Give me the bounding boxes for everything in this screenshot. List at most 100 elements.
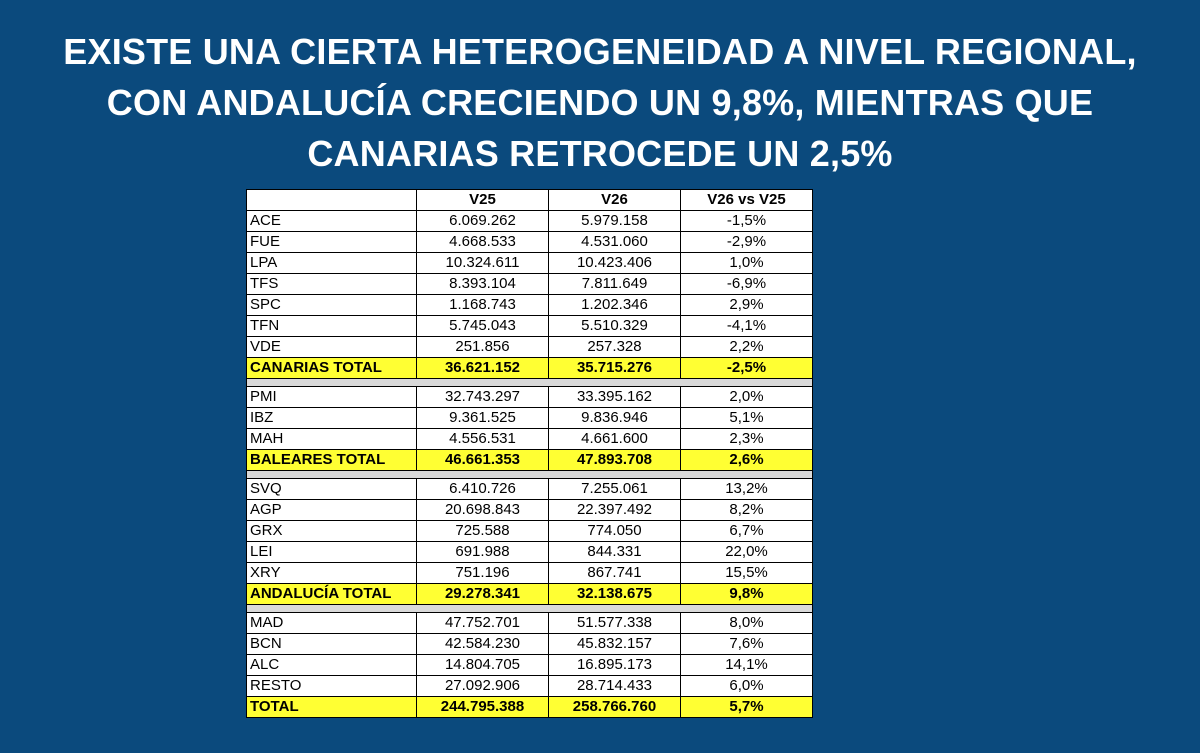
airport-cell: TFN	[246, 315, 417, 337]
v25-cell: 251.856	[416, 336, 549, 358]
table-header-row: V25 V26 V26 vs V25	[246, 189, 813, 211]
v25-cell: 9.361.525	[416, 407, 549, 429]
airport-cell: CANARIAS TOTAL	[246, 357, 417, 379]
v26-cell: 5.510.329	[548, 315, 681, 337]
v26-cell: 33.395.162	[548, 386, 681, 408]
slide-title-line-2: CON ANDALUCÍA CRECIENDO UN 9,8%, MIENTRA…	[106, 82, 1094, 123]
table-row: LPA 10.324.611 10.423.406 1,0%	[246, 252, 813, 274]
table-row: VDE 251.856 257.328 2,2%	[246, 336, 813, 358]
table-total-row: TOTAL 244.795.388 258.766.760 5,7%	[246, 696, 813, 718]
airport-cell: AGP	[246, 499, 417, 521]
v26-cell: 7.811.649	[548, 273, 681, 295]
table-total-row: BALEARES TOTAL 46.661.353 47.893.708 2,6%	[246, 449, 813, 471]
table-row: TFN 5.745.043 5.510.329 -4,1%	[246, 315, 813, 337]
v25-cell: 6.410.726	[416, 478, 549, 500]
table-row: SVQ 6.410.726 7.255.061 13,2%	[246, 478, 813, 500]
variation-cell: -4,1%	[680, 315, 813, 337]
spacer-cell	[246, 378, 813, 387]
header-v25: V25	[416, 189, 549, 211]
v26-cell: 844.331	[548, 541, 681, 563]
variation-cell: 2,3%	[680, 428, 813, 450]
v26-cell: 47.893.708	[548, 449, 681, 471]
v25-cell: 8.393.104	[416, 273, 549, 295]
v26-cell: 258.766.760	[548, 696, 681, 718]
table-row: XRY 751.196 867.741 15,5%	[246, 562, 813, 584]
v26-cell: 1.202.346	[548, 294, 681, 316]
variation-cell: -2,5%	[680, 357, 813, 379]
header-airport	[246, 189, 417, 211]
v26-cell: 51.577.338	[548, 612, 681, 634]
table-row: FUE 4.668.533 4.531.060 -2,9%	[246, 231, 813, 253]
airport-cell: SPC	[246, 294, 417, 316]
v25-cell: 4.556.531	[416, 428, 549, 450]
airport-cell: ALC	[246, 654, 417, 676]
table-row: ALC 14.804.705 16.895.173 14,1%	[246, 654, 813, 676]
v25-cell: 32.743.297	[416, 386, 549, 408]
v25-cell: 27.092.906	[416, 675, 549, 697]
table-spacer-row	[246, 604, 813, 613]
spacer-cell	[246, 604, 813, 613]
variation-cell: 2,6%	[680, 449, 813, 471]
v26-cell: 35.715.276	[548, 357, 681, 379]
v25-cell: 6.069.262	[416, 210, 549, 232]
variation-cell: 9,8%	[680, 583, 813, 605]
header-v26: V26	[548, 189, 681, 211]
airport-cell: MAD	[246, 612, 417, 634]
table-row: MAD 47.752.701 51.577.338 8,0%	[246, 612, 813, 634]
v25-cell: 4.668.533	[416, 231, 549, 253]
v26-cell: 9.836.946	[548, 407, 681, 429]
table-row: GRX 725.588 774.050 6,7%	[246, 520, 813, 542]
v25-cell: 36.621.152	[416, 357, 549, 379]
variation-cell: 22,0%	[680, 541, 813, 563]
airport-cell: RESTO	[246, 675, 417, 697]
variation-cell: 2,9%	[680, 294, 813, 316]
v25-cell: 244.795.388	[416, 696, 549, 718]
airport-cell: SVQ	[246, 478, 417, 500]
table-spacer-row	[246, 378, 813, 387]
airport-cell: XRY	[246, 562, 417, 584]
v26-cell: 28.714.433	[548, 675, 681, 697]
airport-cell: GRX	[246, 520, 417, 542]
v26-cell: 10.423.406	[548, 252, 681, 274]
variation-cell: 8,0%	[680, 612, 813, 634]
v25-cell: 691.988	[416, 541, 549, 563]
v25-cell: 751.196	[416, 562, 549, 584]
table-row: AGP 20.698.843 22.397.492 8,2%	[246, 499, 813, 521]
table-row: SPC 1.168.743 1.202.346 2,9%	[246, 294, 813, 316]
variation-cell: -6,9%	[680, 273, 813, 295]
variation-cell: 5,1%	[680, 407, 813, 429]
table-row: BCN 42.584.230 45.832.157 7,6%	[246, 633, 813, 655]
variation-cell: 2,0%	[680, 386, 813, 408]
v26-cell: 774.050	[548, 520, 681, 542]
v26-cell: 32.138.675	[548, 583, 681, 605]
airport-cell: BALEARES TOTAL	[246, 449, 417, 471]
slide-title: EXISTE UNA CIERTA HETEROGENEIDAD A NIVEL…	[20, 26, 1180, 179]
table-row: TFS 8.393.104 7.811.649 -6,9%	[246, 273, 813, 295]
variation-cell: -1,5%	[680, 210, 813, 232]
airport-cell: TFS	[246, 273, 417, 295]
variation-cell: 15,5%	[680, 562, 813, 584]
airport-cell: TOTAL	[246, 696, 417, 718]
variation-cell: 14,1%	[680, 654, 813, 676]
spacer-cell	[246, 470, 813, 479]
v25-cell: 29.278.341	[416, 583, 549, 605]
table-row: LEI 691.988 844.331 22,0%	[246, 541, 813, 563]
passenger-table-container: V25 V26 V26 vs V25 ACE 6.069.262 5.979.158…	[246, 189, 813, 718]
table-row: IBZ 9.361.525 9.836.946 5,1%	[246, 407, 813, 429]
v25-cell: 20.698.843	[416, 499, 549, 521]
table-spacer-row	[246, 470, 813, 479]
table-row: PMI 32.743.297 33.395.162 2,0%	[246, 386, 813, 408]
v26-cell: 4.531.060	[548, 231, 681, 253]
v25-cell: 42.584.230	[416, 633, 549, 655]
airport-cell: LEI	[246, 541, 417, 563]
table-row: MAH 4.556.531 4.661.600 2,3%	[246, 428, 813, 450]
v25-cell: 725.588	[416, 520, 549, 542]
v25-cell: 46.661.353	[416, 449, 549, 471]
airport-cell: MAH	[246, 428, 417, 450]
v25-cell: 10.324.611	[416, 252, 549, 274]
v26-cell: 7.255.061	[548, 478, 681, 500]
airport-cell: LPA	[246, 252, 417, 274]
v26-cell: 5.979.158	[548, 210, 681, 232]
v26-cell: 45.832.157	[548, 633, 681, 655]
variation-cell: 2,2%	[680, 336, 813, 358]
